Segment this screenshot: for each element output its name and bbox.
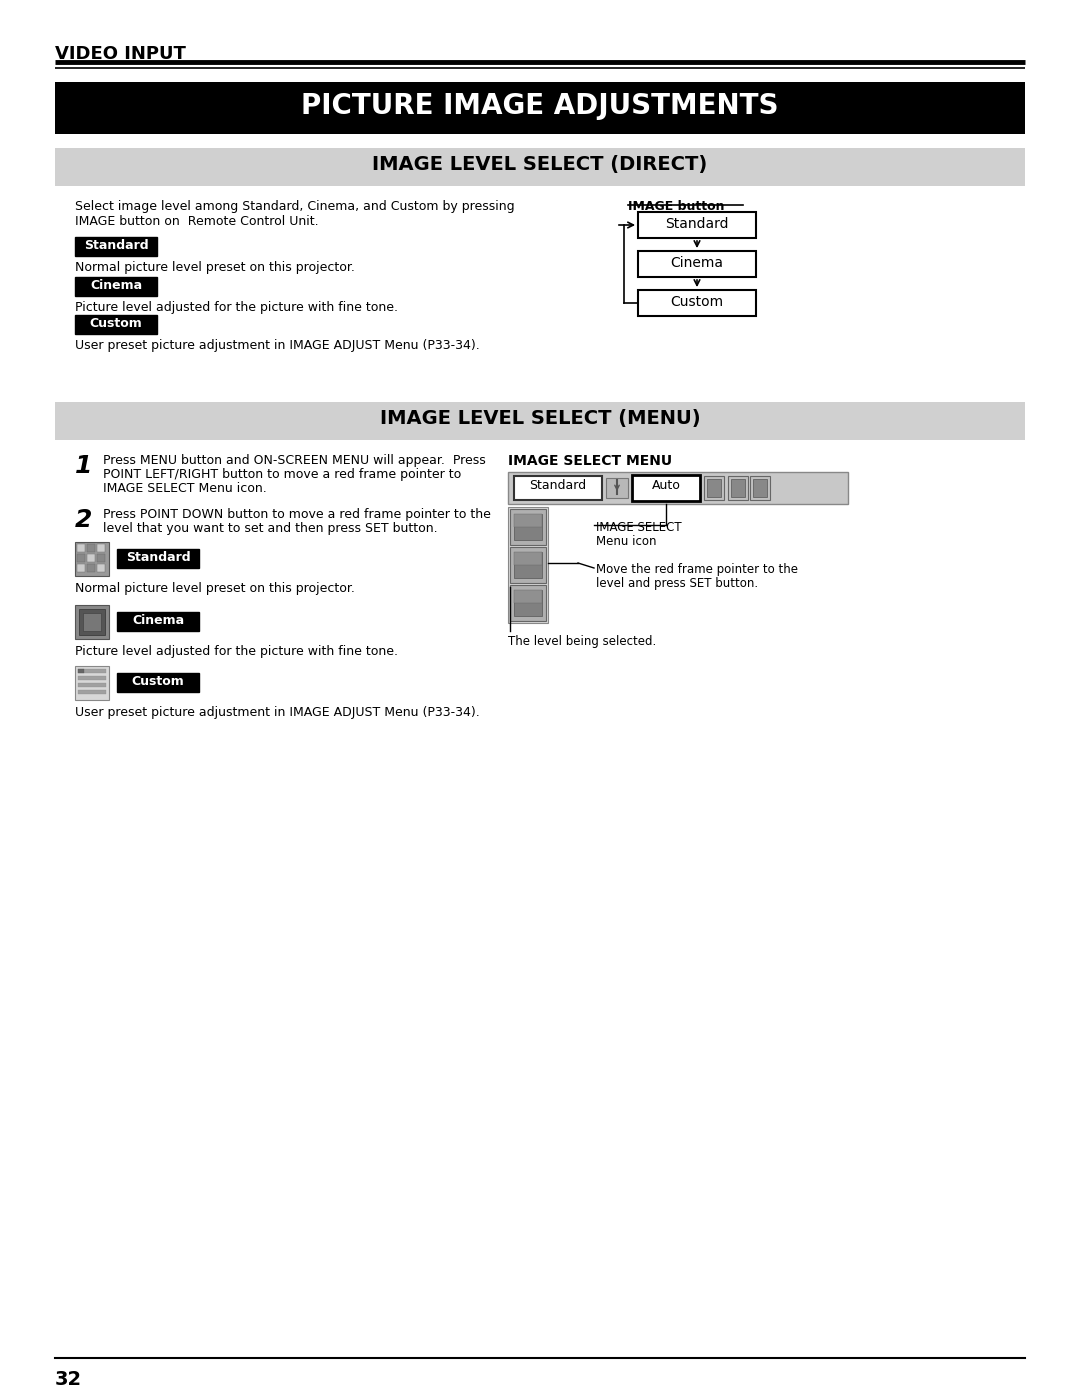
Bar — [77, 543, 85, 552]
Text: Press POINT DOWN button to move a red frame pointer to the: Press POINT DOWN button to move a red fr… — [103, 509, 491, 521]
Bar — [508, 507, 548, 623]
Text: PICTURE IMAGE ADJUSTMENTS: PICTURE IMAGE ADJUSTMENTS — [301, 92, 779, 120]
Text: IMAGE SELECT Menu icon.: IMAGE SELECT Menu icon. — [103, 482, 267, 495]
Bar — [87, 555, 95, 562]
Bar — [117, 673, 199, 692]
Text: level and press SET button.: level and press SET button. — [596, 577, 758, 590]
Bar — [753, 479, 767, 497]
Text: POINT LEFT/RIGHT button to move a red frame pointer to: POINT LEFT/RIGHT button to move a red fr… — [103, 468, 461, 481]
Bar — [83, 613, 102, 631]
Text: IMAGE button: IMAGE button — [627, 200, 725, 212]
Text: IMAGE button on  Remote Control Unit.: IMAGE button on Remote Control Unit. — [75, 215, 319, 228]
Text: Standard: Standard — [125, 550, 190, 564]
Bar — [514, 552, 542, 578]
Bar — [117, 612, 199, 631]
Text: IMAGE SELECT: IMAGE SELECT — [596, 521, 681, 534]
Text: level that you want to set and then press SET button.: level that you want to set and then pres… — [103, 522, 437, 535]
Bar — [638, 251, 756, 277]
Bar — [510, 509, 546, 545]
Bar — [514, 514, 542, 541]
Bar — [514, 476, 602, 500]
Text: The level being selected.: The level being selected. — [508, 636, 657, 648]
Bar — [87, 564, 95, 571]
Bar — [638, 212, 756, 237]
Text: Custom: Custom — [671, 295, 724, 309]
Text: Move the red frame pointer to the: Move the red frame pointer to the — [596, 563, 798, 576]
Bar — [78, 683, 106, 687]
Bar — [704, 476, 724, 500]
Bar — [78, 690, 106, 694]
Text: Custom: Custom — [132, 675, 185, 687]
Bar — [117, 549, 199, 569]
Text: Cinema: Cinema — [132, 615, 184, 627]
Bar — [606, 478, 627, 497]
Bar — [632, 475, 700, 502]
Text: User preset picture adjustment in IMAGE ADJUST Menu (P33-34).: User preset picture adjustment in IMAGE … — [75, 339, 480, 352]
Text: Press MENU button and ON-SCREEN MENU will appear.  Press: Press MENU button and ON-SCREEN MENU wil… — [103, 454, 486, 467]
Bar — [78, 669, 106, 673]
Bar — [514, 590, 542, 604]
Text: Standard: Standard — [529, 479, 586, 492]
Bar — [514, 552, 542, 564]
Bar — [78, 669, 84, 673]
Text: Cinema: Cinema — [90, 279, 143, 292]
Bar — [75, 314, 157, 334]
Text: 1: 1 — [75, 454, 93, 478]
Bar — [707, 479, 721, 497]
Bar — [514, 514, 542, 527]
Bar — [97, 564, 105, 571]
Bar — [79, 609, 105, 636]
Text: Select image level among Standard, Cinema, and Custom by pressing: Select image level among Standard, Cinem… — [75, 200, 515, 212]
Text: User preset picture adjustment in IMAGE ADJUST Menu (P33-34).: User preset picture adjustment in IMAGE … — [75, 705, 480, 719]
Bar — [508, 472, 848, 504]
Text: Cinema: Cinema — [671, 256, 724, 270]
Bar — [75, 237, 157, 256]
Text: VIDEO INPUT: VIDEO INPUT — [55, 45, 186, 63]
Bar — [75, 277, 157, 296]
Text: IMAGE SELECT MENU: IMAGE SELECT MENU — [508, 454, 672, 468]
Bar — [77, 555, 85, 562]
Bar — [75, 605, 109, 638]
Text: IMAGE LEVEL SELECT (MENU): IMAGE LEVEL SELECT (MENU) — [380, 409, 700, 427]
Text: IMAGE LEVEL SELECT (DIRECT): IMAGE LEVEL SELECT (DIRECT) — [373, 155, 707, 175]
Text: Menu icon: Menu icon — [596, 535, 657, 548]
Bar — [78, 676, 106, 680]
Bar — [638, 291, 756, 316]
Text: Picture level adjusted for the picture with fine tone.: Picture level adjusted for the picture w… — [75, 300, 399, 314]
Text: Auto: Auto — [651, 479, 680, 492]
Bar — [55, 82, 1025, 134]
Text: 32: 32 — [55, 1370, 82, 1389]
Bar — [514, 590, 542, 616]
Bar — [97, 543, 105, 552]
Text: Custom: Custom — [90, 317, 143, 330]
Text: Standard: Standard — [665, 217, 729, 231]
Text: Normal picture level preset on this projector.: Normal picture level preset on this proj… — [75, 583, 355, 595]
Bar — [77, 564, 85, 571]
Text: 2: 2 — [75, 509, 93, 532]
Text: Standard: Standard — [83, 239, 148, 251]
Bar — [55, 402, 1025, 440]
Bar — [97, 555, 105, 562]
Bar — [55, 148, 1025, 186]
Bar — [728, 476, 748, 500]
Bar — [87, 543, 95, 552]
Bar — [510, 585, 546, 622]
Bar — [731, 479, 745, 497]
Bar — [75, 666, 109, 700]
Text: Picture level adjusted for the picture with fine tone.: Picture level adjusted for the picture w… — [75, 645, 399, 658]
Bar — [750, 476, 770, 500]
Bar — [510, 548, 546, 583]
Bar — [75, 542, 109, 576]
Text: Normal picture level preset on this projector.: Normal picture level preset on this proj… — [75, 261, 355, 274]
